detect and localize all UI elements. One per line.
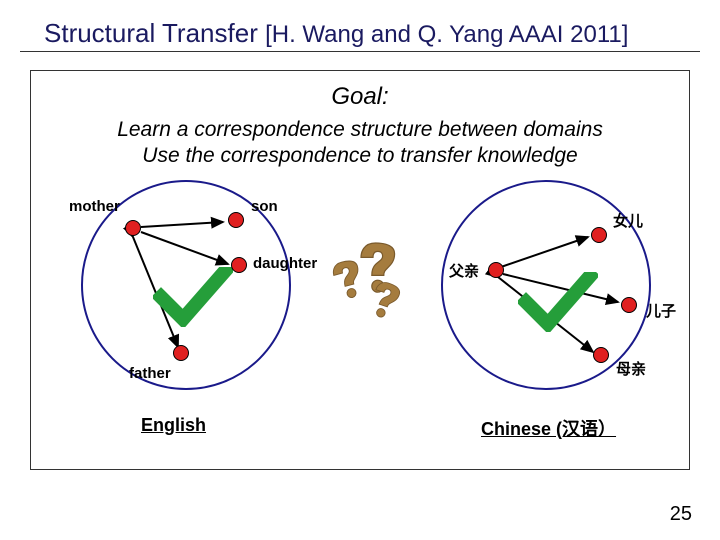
label-daughter: daughter [253,255,317,272]
label-father: father [129,365,171,382]
node-nver-dot [591,227,607,243]
node-mother-dot [125,220,141,236]
english-domain-label: English [141,415,206,436]
check-icon [153,267,233,327]
label-son: son [251,198,278,215]
label-fuqin: 父亲 [449,260,479,281]
goal-line-1: Learn a correspondence structure between… [41,117,679,143]
title-main: Structural Transfer [44,18,265,48]
label-nver: 女儿 [613,210,643,231]
goal-header: Goal: [41,83,679,111]
node-son-dot [228,212,244,228]
check-icon [518,272,598,332]
node-fuqin-dot [488,262,504,278]
diagram-area: mother son daughter father English [41,180,679,460]
page-number: 25 [670,503,692,526]
label-muqin: 母亲 [616,358,646,379]
node-erzi-dot [621,297,637,313]
title-bar: Structural Transfer [H. Wang and Q. Yang… [20,0,700,52]
goal-line-2: Use the correspondence to transfer knowl… [41,143,679,169]
chinese-domain-label: Chinese (汉语） [481,415,616,441]
goal-box: Goal: Learn a correspondence structure b… [30,70,690,470]
label-erzi: 儿子 [646,300,676,321]
title-citation: [H. Wang and Q. Yang AAAI 2011] [265,21,628,48]
node-father-dot [173,345,189,361]
question-marks-icon [321,235,421,335]
node-muqin-dot [593,347,609,363]
node-daughter-dot [231,257,247,273]
label-mother: mother [69,198,120,215]
